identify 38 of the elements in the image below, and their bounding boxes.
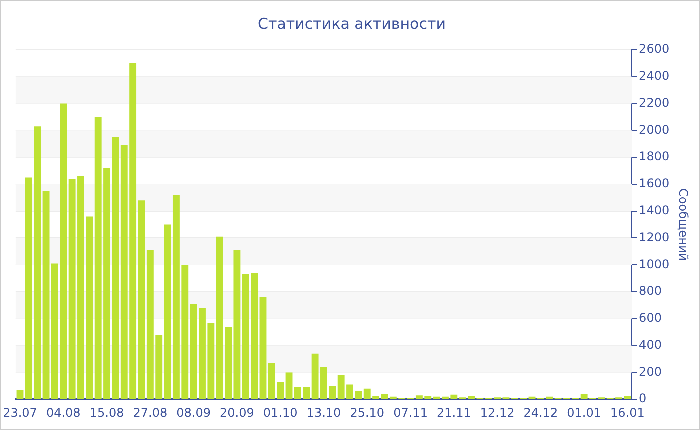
x-tick-label: 27.08 (133, 406, 168, 420)
x-tick-label: 01.01 (567, 406, 602, 420)
y-tick-label: 1000 (639, 257, 670, 272)
bar (624, 396, 632, 400)
x-tick-label: 23.07 (3, 406, 38, 420)
y-tick-label: 0 (639, 392, 647, 406)
bar (381, 394, 388, 400)
x-tick-label: 15.08 (90, 406, 124, 420)
x-tick-label: 12.12 (480, 406, 515, 420)
y-tick-label: 2600 (639, 42, 670, 56)
y-axis-title: Сообщений (676, 188, 691, 262)
y-tick-label: 800 (639, 284, 662, 298)
bar (164, 224, 172, 400)
x-tick-label: 07.11 (394, 406, 428, 420)
y-tick-label: 600 (639, 311, 662, 326)
bar (16, 390, 24, 400)
x-tick-label: 21.11 (436, 406, 472, 420)
y-tick-label: 1200 (639, 230, 670, 244)
y-tick-label: 200 (639, 364, 662, 379)
chart-title: Статистика активности (258, 14, 446, 33)
x-tick-label: 24.12 (524, 406, 558, 420)
y-tick-label: 1400 (639, 203, 670, 218)
bar (138, 200, 146, 400)
x-tick-label: 20.09 (220, 406, 254, 420)
y-tick-label: 1600 (639, 176, 670, 191)
y-tick-label: 400 (639, 338, 662, 352)
x-tick-label: 13.10 (306, 406, 342, 420)
x-tick-label: 25.10 (350, 406, 385, 420)
y-tick-label: 2000 (639, 122, 670, 137)
y-tick-label: 2200 (639, 96, 670, 110)
x-tick-label: 04.08 (46, 406, 81, 420)
bar (260, 297, 267, 400)
y-tick-label: 2400 (639, 69, 670, 84)
x-tick-label: 08.09 (176, 406, 211, 420)
y-tick-label: 1800 (639, 150, 670, 164)
x-tick-label: 16.01 (610, 406, 645, 420)
bar (286, 372, 293, 400)
x-tick-label: 01.10 (263, 406, 298, 420)
